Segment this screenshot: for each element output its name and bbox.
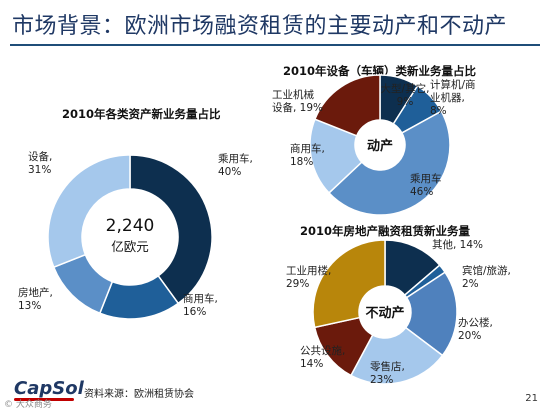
chart-1-slice-1 <box>129 154 213 305</box>
chart-1-label-3: 房地产, 13% <box>18 286 53 312</box>
chart-2-label-4: 商用车, 18% <box>290 142 325 168</box>
chart-3-label-5: 公共设施, 14% <box>300 344 345 370</box>
chart-3-label-2: 宾馆/旅游, 2% <box>462 264 511 290</box>
watermark: © 大众商务 <box>4 400 52 410</box>
chart-3-slice-6 <box>312 239 386 329</box>
chart-1-slice-4 <box>47 154 131 269</box>
chart-1-label-1: 乘用车, 40% <box>218 152 253 178</box>
page-number: 21 <box>525 393 538 404</box>
chart-1-label-2: 商用车, 16% <box>183 292 218 318</box>
chart-3-slice-4 <box>349 326 444 385</box>
chart-1-label-4: 设备, 31% <box>28 150 52 176</box>
chart-2-slice-3 <box>327 110 451 216</box>
logo-swoosh <box>14 398 74 401</box>
chart-3-slice-3 <box>404 271 458 357</box>
chart-2-label-1: 大型/其它, 9% <box>381 82 430 108</box>
chart-1-center-text-2: 亿欧元 <box>111 239 149 254</box>
chart-2-label-2: 计算机/商业机器, 8% <box>430 78 476 117</box>
chart-3-label-3: 办公楼, 20% <box>458 316 493 342</box>
chart-2-center-text-1: 动产 <box>367 138 393 154</box>
chart-1-title: 2010年各类资产新业务量占比 <box>62 107 221 121</box>
chart-3-label-6: 工业用楼, 29% <box>286 264 331 290</box>
chart-1-center-text-1: 2,240 <box>106 216 155 236</box>
chart-3-center-text-1: 不动产 <box>365 305 404 321</box>
capsol-logo: CapSol <box>14 378 84 399</box>
chart-3-title: 2010年房地产融资租赁新业务量 <box>300 224 471 238</box>
source-note: 资料来源：欧洲租赁协会 <box>84 389 194 400</box>
chart-2-label-5: 工业机械设备, 19% <box>272 88 323 114</box>
chart-3-label-1: 其他, 14% <box>432 238 483 251</box>
chart-2-slice-4 <box>309 118 363 194</box>
page-title: 市场背景：欧洲市场融资租赁的主要动产和不动产 <box>12 14 508 39</box>
chart-2-title: 2010年设备（车辆）类新业务量占比 <box>283 64 477 78</box>
chart-2-slice-5 <box>313 74 381 137</box>
title-rule <box>10 44 540 46</box>
chart-2-label-3: 乘用车 46% <box>410 172 442 198</box>
chart-3-label-4: 零售店, 23% <box>370 360 405 386</box>
